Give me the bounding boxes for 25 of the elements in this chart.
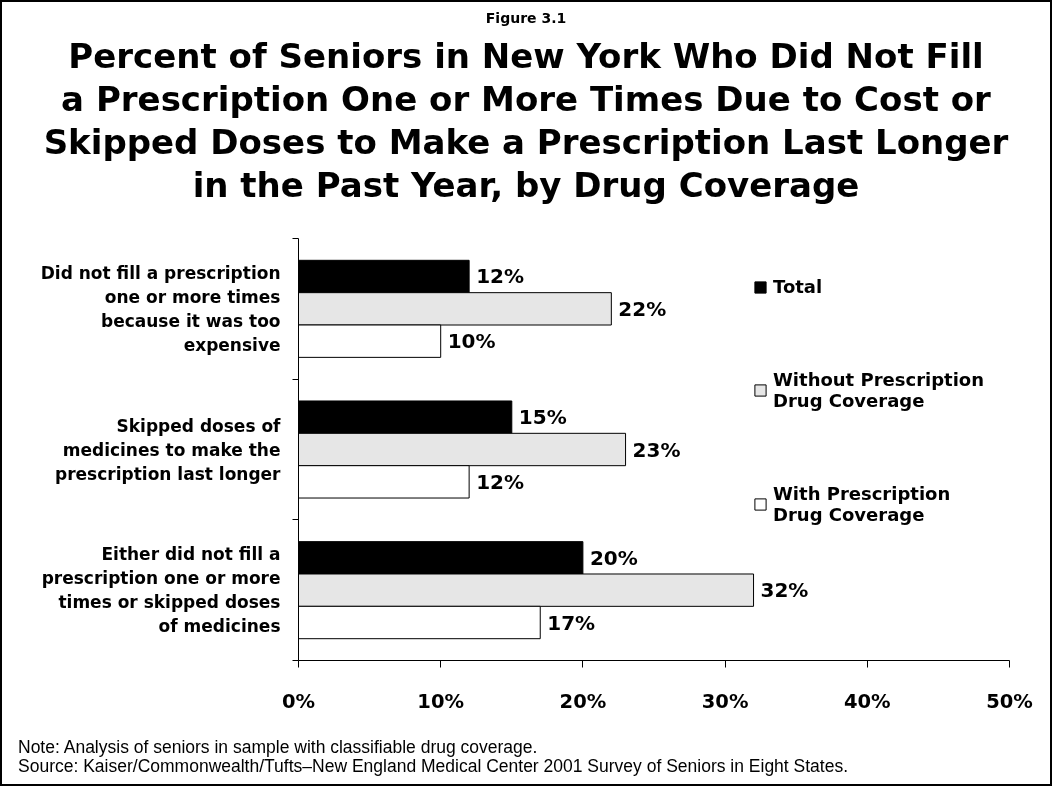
data-label: 23% [632,437,681,462]
chart-title: Percent of Seniors in New York Who Did Not Fill a Prescription One or More Times Due to Cost or Skipped Doses to Make a Prescription Last Longer in the Past Year, by Drug Coverage [43,35,1009,207]
data-label: 15% [518,405,567,430]
data-label: 22% [618,296,667,321]
data-label: 12% [476,469,525,494]
y-tick-label: Either did not fill a prescription one or more times or skipped doses of medicines [41,544,281,637]
x-tick-label: 10% [417,689,465,713]
x-tick-label: 0% [281,689,316,713]
data-label: 32% [760,578,809,603]
data-label: 12% [476,264,525,289]
x-tick-label: 30% [701,689,749,713]
legend-label: Total [773,276,823,297]
legend-label: Without Prescription Drug Coverage [773,369,985,411]
y-tick-label: Did not fill a prescription one or more times because it was too expensive [40,262,281,355]
data-label: 20% [589,545,638,570]
x-tick-label: 20% [559,689,607,713]
source-note: Source: Kaiser/Commonwealth/Tufts–New England Medical Center 2001 Survey of Seniors in Eight States. [18,756,849,776]
x-tick-label: 50% [986,689,1033,713]
data-label: 17% [547,610,596,635]
legend-label: With Prescription Drug Coverage [773,483,951,525]
x-tick-label: 40% [843,689,891,713]
y-tick-label: Skipped doses of medicines to make the prescription last longer [55,415,282,484]
data-label: 10% [447,329,496,354]
chart-subtitle: Figure 3.1 [485,9,567,28]
text: Note: Analysis of seniors in sample with classifiable drug coverage. [18,737,538,757]
